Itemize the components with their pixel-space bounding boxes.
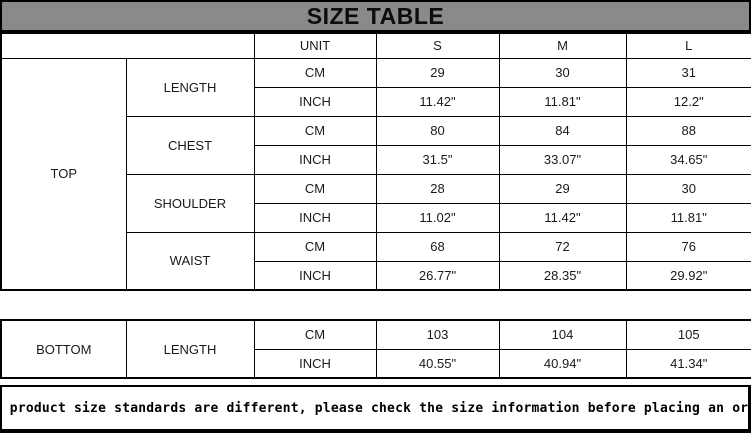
table-row: WAIST CM 68 72 76	[1, 231, 751, 291]
unit-cell-cm: CM	[253, 319, 377, 350]
value-cell: 76	[625, 231, 751, 262]
table-row: INCH 11.42" 11.81" 12.2"	[1, 86, 751, 117]
table-row: INCH 40.55" 40.94" 41.34"	[1, 348, 751, 379]
measurement-label-waist: WAIST	[125, 231, 255, 291]
bottom-size-table: BOTTOM LENGTH CM 103 104 105 INCH 40.55"…	[0, 319, 751, 379]
value-cell: 41.34"	[625, 348, 751, 379]
value-cell: 105	[625, 319, 751, 350]
unit-cell-inch: INCH	[253, 86, 377, 117]
header-blank-cell	[0, 32, 255, 59]
unit-cell-inch: INCH	[253, 144, 377, 175]
unit-cell-cm: CM	[253, 231, 377, 262]
value-cell: 11.42"	[498, 202, 627, 233]
table-row: TOP LENGTH CM 29 30 31	[0, 57, 751, 291]
value-cell: 29	[498, 173, 627, 204]
value-cell: 30	[498, 57, 627, 88]
value-cell: 104	[498, 319, 627, 350]
value-cell: 40.94"	[498, 348, 627, 379]
table-row: CHEST CM 80 84 88	[1, 115, 751, 175]
value-cell: 11.81"	[498, 86, 627, 117]
value-cell: 28.35"	[498, 260, 627, 291]
section-label-bottom: BOTTOM	[0, 319, 127, 379]
header-unit-cell: UNIT	[253, 32, 377, 59]
table-row: INCH 31.5" 33.07" 34.65"	[1, 144, 751, 175]
value-cell: 31	[625, 57, 751, 88]
value-cell: 103	[375, 319, 500, 350]
value-cell: 34.65"	[625, 144, 751, 175]
section-label-top: TOP	[0, 57, 127, 291]
value-cell: 80	[375, 115, 500, 146]
table-row: BOTTOM LENGTH CM 103 104 105	[0, 319, 751, 379]
value-cell: 26.77"	[375, 260, 500, 291]
value-cell: 33.07"	[498, 144, 627, 175]
value-cell: 11.81"	[625, 202, 751, 233]
value-cell: 29	[375, 57, 500, 88]
measurement-label-length: LENGTH	[125, 57, 255, 117]
unit-cell-cm: CM	[253, 57, 377, 88]
measurement-label-chest: CHEST	[125, 115, 255, 175]
footer-note: Our product size standards are different…	[0, 385, 751, 433]
header-size-m-cell: M	[498, 32, 627, 59]
value-cell: 11.02"	[375, 202, 500, 233]
unit-cell-inch: INCH	[253, 260, 377, 291]
measurement-label-shoulder: SHOULDER	[125, 173, 255, 233]
measurement-label-length: LENGTH	[125, 319, 255, 379]
header-row: UNIT S M L	[0, 32, 751, 59]
unit-cell-cm: CM	[253, 115, 377, 146]
value-cell: 84	[498, 115, 627, 146]
unit-cell-inch: INCH	[253, 202, 377, 233]
header-size-l-cell: L	[625, 32, 751, 59]
value-cell: 40.55"	[375, 348, 500, 379]
value-cell: 30	[625, 173, 751, 204]
top-size-table: UNIT S M L TOP LENGTH CM 29 30 31 INCH 1…	[0, 32, 751, 291]
section-divider-gap	[0, 291, 751, 319]
value-cell: 11.42"	[375, 86, 500, 117]
value-cell: 29.92"	[625, 260, 751, 291]
value-cell: 68	[375, 231, 500, 262]
unit-cell-inch: INCH	[253, 348, 377, 379]
page-title: SIZE TABLE	[0, 0, 751, 32]
value-cell: 31.5"	[375, 144, 500, 175]
value-cell: 28	[375, 173, 500, 204]
header-size-s-cell: S	[375, 32, 500, 59]
value-cell: 72	[498, 231, 627, 262]
unit-cell-cm: CM	[253, 173, 377, 204]
table-row: INCH 26.77" 28.35" 29.92"	[1, 260, 751, 291]
table-row: INCH 11.02" 11.42" 11.81"	[1, 202, 751, 233]
value-cell: 12.2"	[625, 86, 751, 117]
value-cell: 88	[625, 115, 751, 146]
